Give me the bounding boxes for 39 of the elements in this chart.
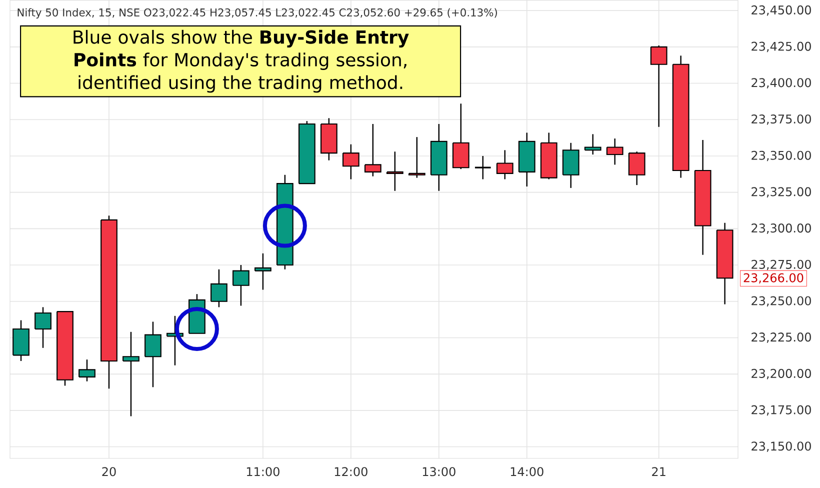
y-tick-label: 23,225.00 <box>752 332 811 343</box>
candlestick <box>606 138 624 166</box>
candlestick <box>584 133 602 155</box>
y-tick-label: 23,450.00 <box>752 5 811 16</box>
y-tick-label: 23,275.00 <box>752 260 811 270</box>
candlestick <box>496 149 514 180</box>
candlestick <box>364 123 382 177</box>
y-tick-label: 23,175.00 <box>752 405 811 416</box>
candlestick <box>386 150 404 192</box>
candlestick <box>474 155 492 180</box>
x-tick-label: 21 <box>652 466 666 476</box>
y-tick-label: 23,425.00 <box>752 42 811 52</box>
y-tick-label: 23,300.00 <box>752 223 811 234</box>
candlestick <box>650 44 668 128</box>
x-tick-label: 12:00 <box>334 466 368 476</box>
text: Blue ovals show the Buy-Side Entry Points for Monday's trading session, identified using the trading method. <box>74 30 409 92</box>
y-tick-label: 23,325.00 <box>752 186 811 198</box>
y-tick-label: 23,400.00 <box>752 78 811 88</box>
candlestick <box>34 306 52 348</box>
y-tick-label: 23,200.00 <box>752 368 811 380</box>
x-tick-label: 11:00 <box>246 466 280 476</box>
candlestick <box>628 150 646 186</box>
x-tick-label: 14:00 <box>510 466 544 476</box>
y-tick-label: 23,250.00 <box>752 296 811 306</box>
candlestick <box>122 331 140 417</box>
candlestick <box>408 136 426 178</box>
candlestick <box>144 320 162 388</box>
y-tick-label: 23,375.00 <box>752 114 811 125</box>
candlestick <box>342 144 360 180</box>
text: Nifty 50 Index, 15, NSE O23,022.45 H23,057.45 L23,022.45 C23,052.60 +29.65 (+0.13%) <box>18 8 497 18</box>
x-tick-label: 13:00 <box>422 466 456 476</box>
text: 23,266.00 <box>744 273 804 284</box>
candlestick <box>254 252 272 290</box>
candlestick <box>78 358 96 382</box>
y-tick-label: 23,350.00 <box>752 150 811 161</box>
x-tick-label: 20 <box>102 466 116 476</box>
y-tick-label: 23,150.00 <box>752 441 811 452</box>
candlestick <box>210 268 228 308</box>
candlestick <box>232 264 250 306</box>
